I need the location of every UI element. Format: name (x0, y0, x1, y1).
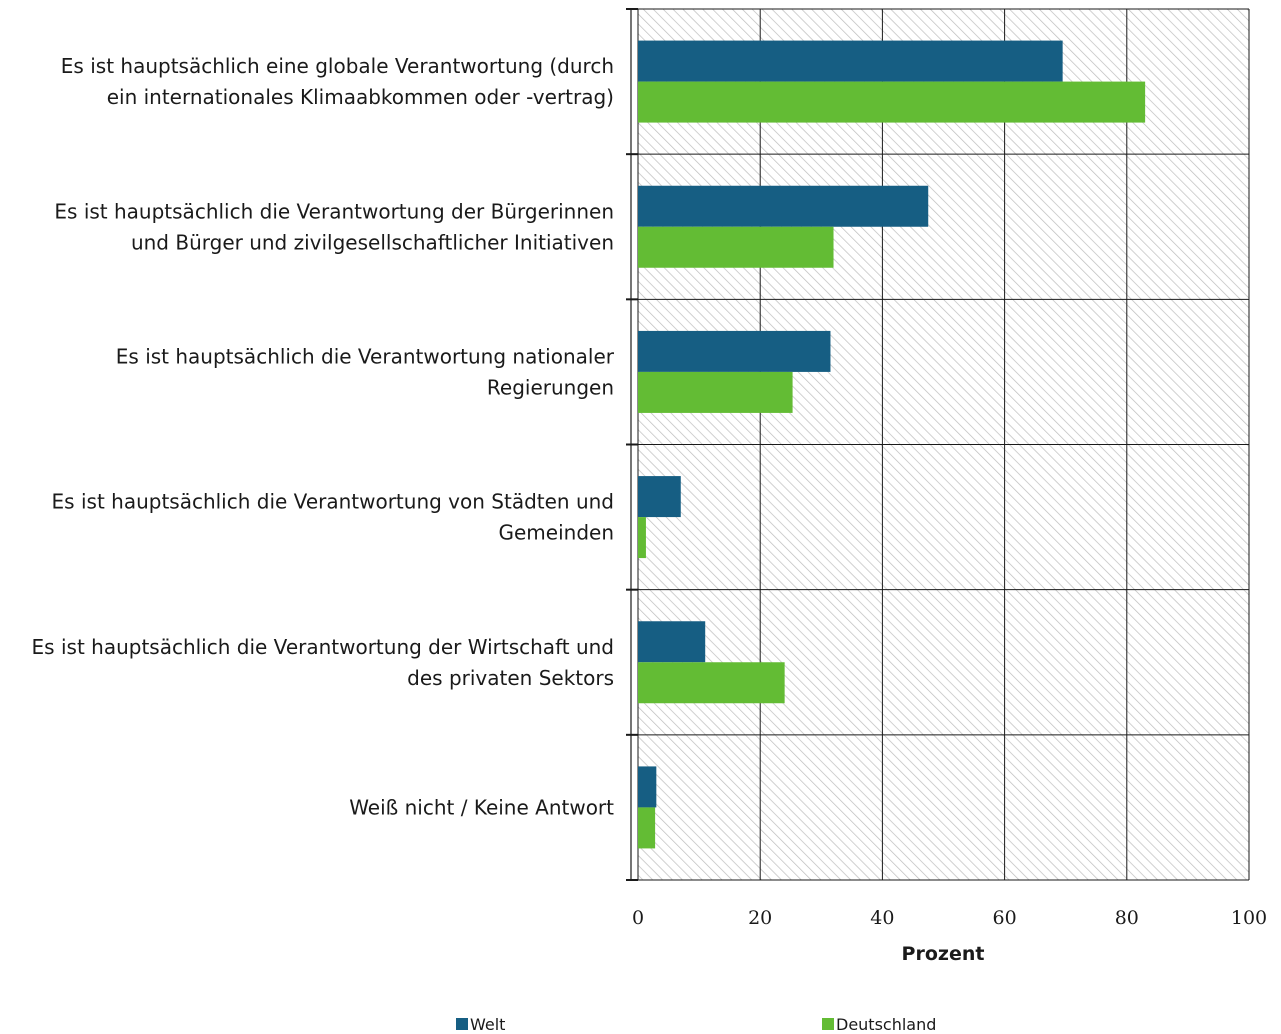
category-label: Regierungen (487, 375, 614, 399)
bars (638, 40, 1146, 849)
category-label: Es ist hauptsächlich die Verantwortung n… (116, 344, 615, 368)
category-labels: Es ist hauptsächlich eine globale Verant… (32, 54, 615, 819)
category-label: Es ist hauptsächlich die Verantwortung v… (52, 490, 614, 514)
x-tick-labels: 0 20 40 60 80 100 (632, 907, 1267, 929)
legend-swatch-deutschland (822, 1018, 834, 1030)
bar-welt (638, 766, 657, 808)
legend-label-welt: Welt (470, 1015, 505, 1034)
category-label: des privaten Sektors (407, 666, 614, 690)
x-tick-label: 20 (748, 907, 772, 929)
category-label: Es ist hauptsächlich eine globale Verant… (61, 54, 614, 78)
x-tick-label: 100 (1231, 907, 1267, 929)
bar-deutschland (638, 807, 656, 849)
bar-deutschland (638, 226, 834, 268)
bar-welt (638, 40, 1063, 82)
bar-deutschland (638, 371, 793, 413)
x-tick-label: 40 (870, 907, 894, 929)
bar-deutschland (638, 517, 646, 559)
x-tick-label: 60 (993, 907, 1017, 929)
legend: Welt Deutschland (456, 1015, 936, 1034)
gridlines (637, 8, 1250, 881)
bar-deutschland (638, 81, 1146, 123)
category-label: Gemeinden (499, 521, 615, 545)
category-label: Es ist hauptsächlich die Verantwortung d… (32, 635, 614, 659)
bar-welt (638, 476, 681, 518)
bar-deutschland (638, 662, 785, 704)
bar-welt (638, 330, 831, 372)
legend-swatch-welt (456, 1018, 468, 1030)
bar-welt (638, 621, 706, 663)
bar-welt (638, 185, 929, 227)
category-label: und Bürger und zivilgesellschaftlicher I… (131, 230, 614, 254)
category-label: Weiß nicht / Keine Antwort (349, 795, 614, 819)
x-tick-label: 0 (632, 907, 644, 929)
category-label: Es ist hauptsächlich die Verantwortung d… (54, 199, 614, 223)
x-tick-label: 80 (1115, 907, 1139, 929)
axes (626, 8, 638, 881)
x-axis-title: Prozent (902, 943, 985, 965)
legend-label-deutschland: Deutschland (836, 1015, 936, 1034)
category-label: ein internationales Klimaabkommen oder -… (107, 85, 614, 109)
